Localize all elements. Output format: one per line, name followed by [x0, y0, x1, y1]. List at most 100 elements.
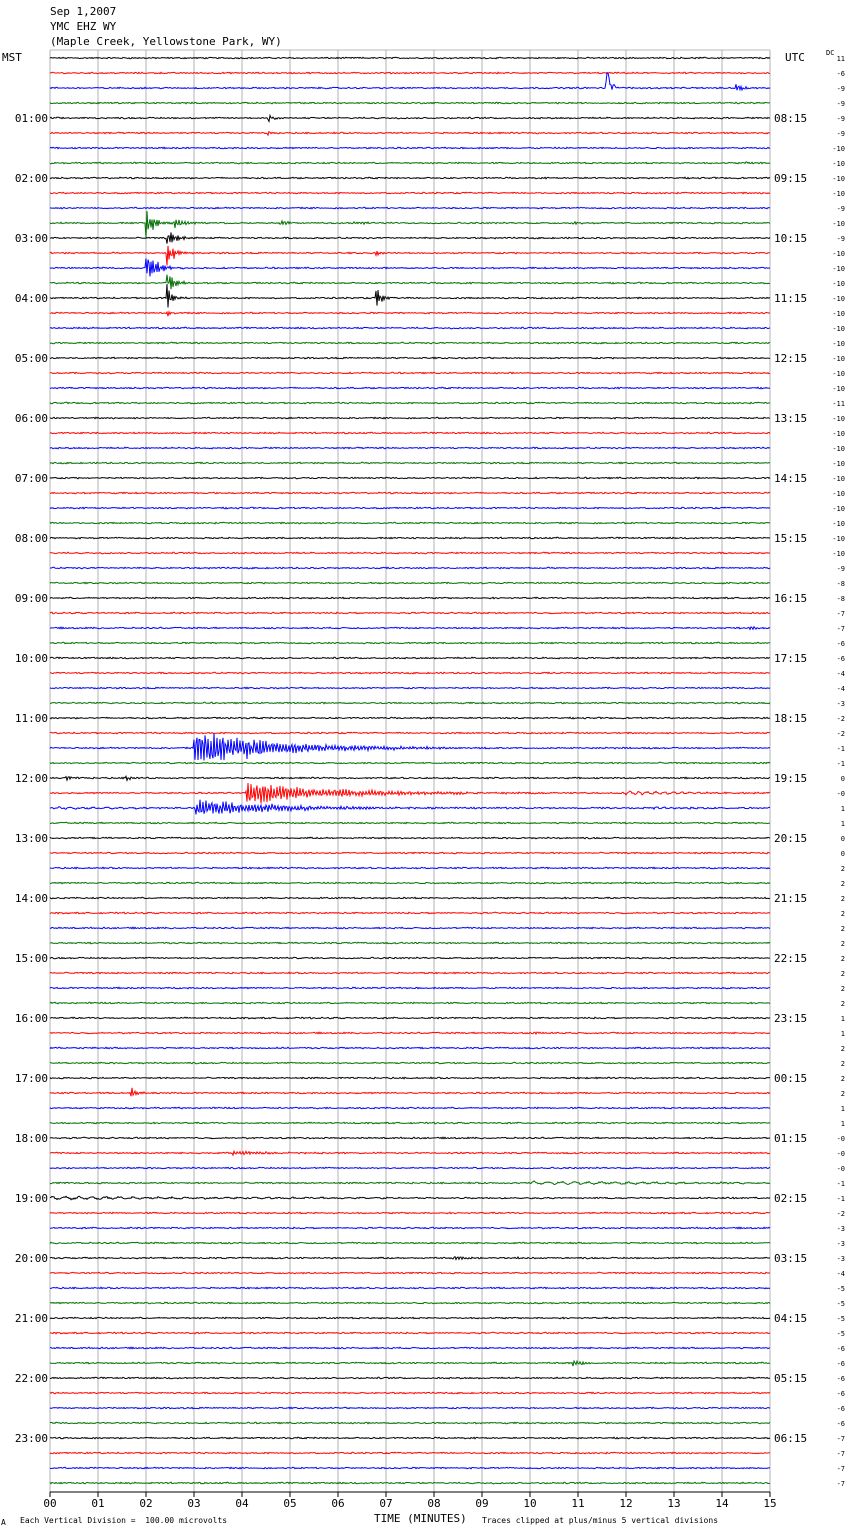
mst-hour-label: 02:00 [15, 172, 48, 185]
seismic-trace [49, 1195, 771, 1201]
dc-offset-label: 2 [841, 1060, 845, 1068]
dc-offset-label: -10 [832, 280, 845, 288]
seismic-trace [49, 1331, 771, 1335]
dc-offset-label: -10 [832, 175, 845, 183]
seismic-trace [49, 1046, 771, 1050]
utc-hour-label: 18:15 [774, 712, 807, 725]
mst-hour-label: 21:00 [15, 1312, 48, 1325]
dc-offset-header: DC [826, 49, 835, 57]
mst-hour-label: 15:00 [15, 952, 48, 965]
x-tick-label: 03 [187, 1497, 200, 1510]
dc-offset-label: -11 [832, 400, 845, 408]
seismic-trace [49, 1149, 771, 1157]
seismic-trace [49, 386, 771, 390]
dc-offset-label: 0 [841, 775, 845, 783]
mst-hour-label: 11:00 [15, 712, 48, 725]
dc-offset-label: 1 [841, 805, 845, 813]
seismic-trace [49, 71, 771, 75]
dc-offset-label: -10 [832, 370, 845, 378]
seismic-trace [49, 1001, 771, 1005]
dc-offset-label: -10 [832, 535, 845, 543]
dc-offset-label: -1 [837, 1180, 845, 1188]
seismic-trace [49, 326, 771, 330]
dc-offset-label: -3 [837, 700, 845, 708]
dc-offset-label: -10 [832, 160, 845, 168]
seismic-trace [49, 641, 771, 645]
scale-note: Each Vertical Division = 100.00 microvol… [20, 1516, 228, 1525]
seismic-trace [49, 161, 771, 165]
chart-date: Sep 1,2007 [50, 5, 117, 18]
x-tick-label: 11 [571, 1497, 584, 1510]
seismic-trace [49, 431, 771, 435]
seismic-trace [49, 733, 771, 761]
dc-offset-label: 0 [841, 835, 845, 843]
seismic-trace [49, 245, 771, 266]
seismic-trace [49, 986, 770, 990]
utc-hour-label: 16:15 [774, 592, 807, 605]
seismic-trace [49, 371, 771, 375]
dc-offset-label: -7 [837, 625, 845, 633]
utc-hour-label: 03:15 [774, 1252, 807, 1265]
seismic-trace [49, 851, 771, 855]
dc-offset-label: -4 [837, 1270, 845, 1278]
dc-offset-label: 0 [841, 850, 845, 858]
seismic-trace [50, 1376, 771, 1380]
dc-offset-label: -8 [837, 580, 845, 588]
seismic-trace [50, 625, 771, 631]
seismic-trace [49, 551, 771, 555]
dc-offset-label: -10 [832, 340, 845, 348]
dc-offset-label: -10 [832, 475, 845, 483]
x-tick-label: 07 [379, 1497, 392, 1510]
seismic-trace [50, 130, 771, 137]
utc-hour-label: 02:15 [774, 1192, 807, 1205]
utc-hour-label: 19:15 [774, 772, 807, 785]
x-tick-label: 08 [427, 1497, 440, 1510]
utc-hour-label: 21:15 [774, 892, 807, 905]
mst-hour-label: 10:00 [15, 652, 48, 665]
seismic-trace [49, 1121, 771, 1125]
x-tick-label: 09 [475, 1497, 488, 1510]
seismic-trace [49, 1481, 771, 1485]
dc-offset-label: -0 [837, 1135, 845, 1143]
mst-hour-label: 01:00 [15, 112, 48, 125]
dc-offset-label: -10 [832, 325, 845, 333]
seismic-trace [49, 1406, 771, 1410]
seismic-trace [49, 1466, 771, 1470]
mst-hour-label: 04:00 [15, 292, 48, 305]
chart-location: (Maple Creek, Yellowstone Park, WY) [50, 35, 282, 48]
dc-offset-label: -1 [837, 760, 845, 768]
seismic-trace [49, 836, 771, 840]
seismic-trace [49, 461, 771, 465]
dc-offset-label: -7 [837, 1465, 845, 1473]
dc-offset-label: -9 [837, 235, 845, 243]
utc-hour-label: 04:15 [774, 1312, 807, 1325]
seismic-trace [49, 686, 771, 690]
dc-offset-label: -6 [837, 70, 845, 78]
seismic-trace [49, 1301, 771, 1305]
seismic-trace [49, 258, 771, 277]
dc-offset-label: 2 [841, 1090, 845, 1098]
dc-offset-label: -7 [837, 1480, 845, 1488]
dc-offset-label: -10 [832, 355, 845, 363]
seismic-trace [49, 581, 771, 585]
utc-hour-label: 20:15 [774, 832, 807, 845]
utc-hour-label: 06:15 [774, 1432, 807, 1445]
dc-offset-label: 2 [841, 1075, 845, 1083]
utc-hour-label: 23:15 [774, 1012, 807, 1025]
x-tick-label: 06 [331, 1497, 344, 1510]
seismic-trace [49, 536, 771, 540]
seismic-trace [49, 866, 771, 870]
mst-hour-label: 18:00 [15, 1132, 48, 1145]
dc-offset-label: 2 [841, 940, 845, 948]
dc-offset-label: 2 [841, 865, 845, 873]
utc-hour-label: 11:15 [774, 292, 807, 305]
seismic-trace [49, 1180, 771, 1186]
dc-offset-label: -7 [837, 1450, 845, 1458]
dc-offset-label: -10 [832, 295, 845, 303]
x-tick-label: 14 [715, 1497, 729, 1510]
clip-note: Traces clipped at plus/minus 5 vertical … [482, 1516, 719, 1525]
seismic-trace [49, 1271, 771, 1275]
dc-offset-label: -10 [832, 265, 845, 273]
dc-offset-label: -10 [832, 505, 845, 513]
